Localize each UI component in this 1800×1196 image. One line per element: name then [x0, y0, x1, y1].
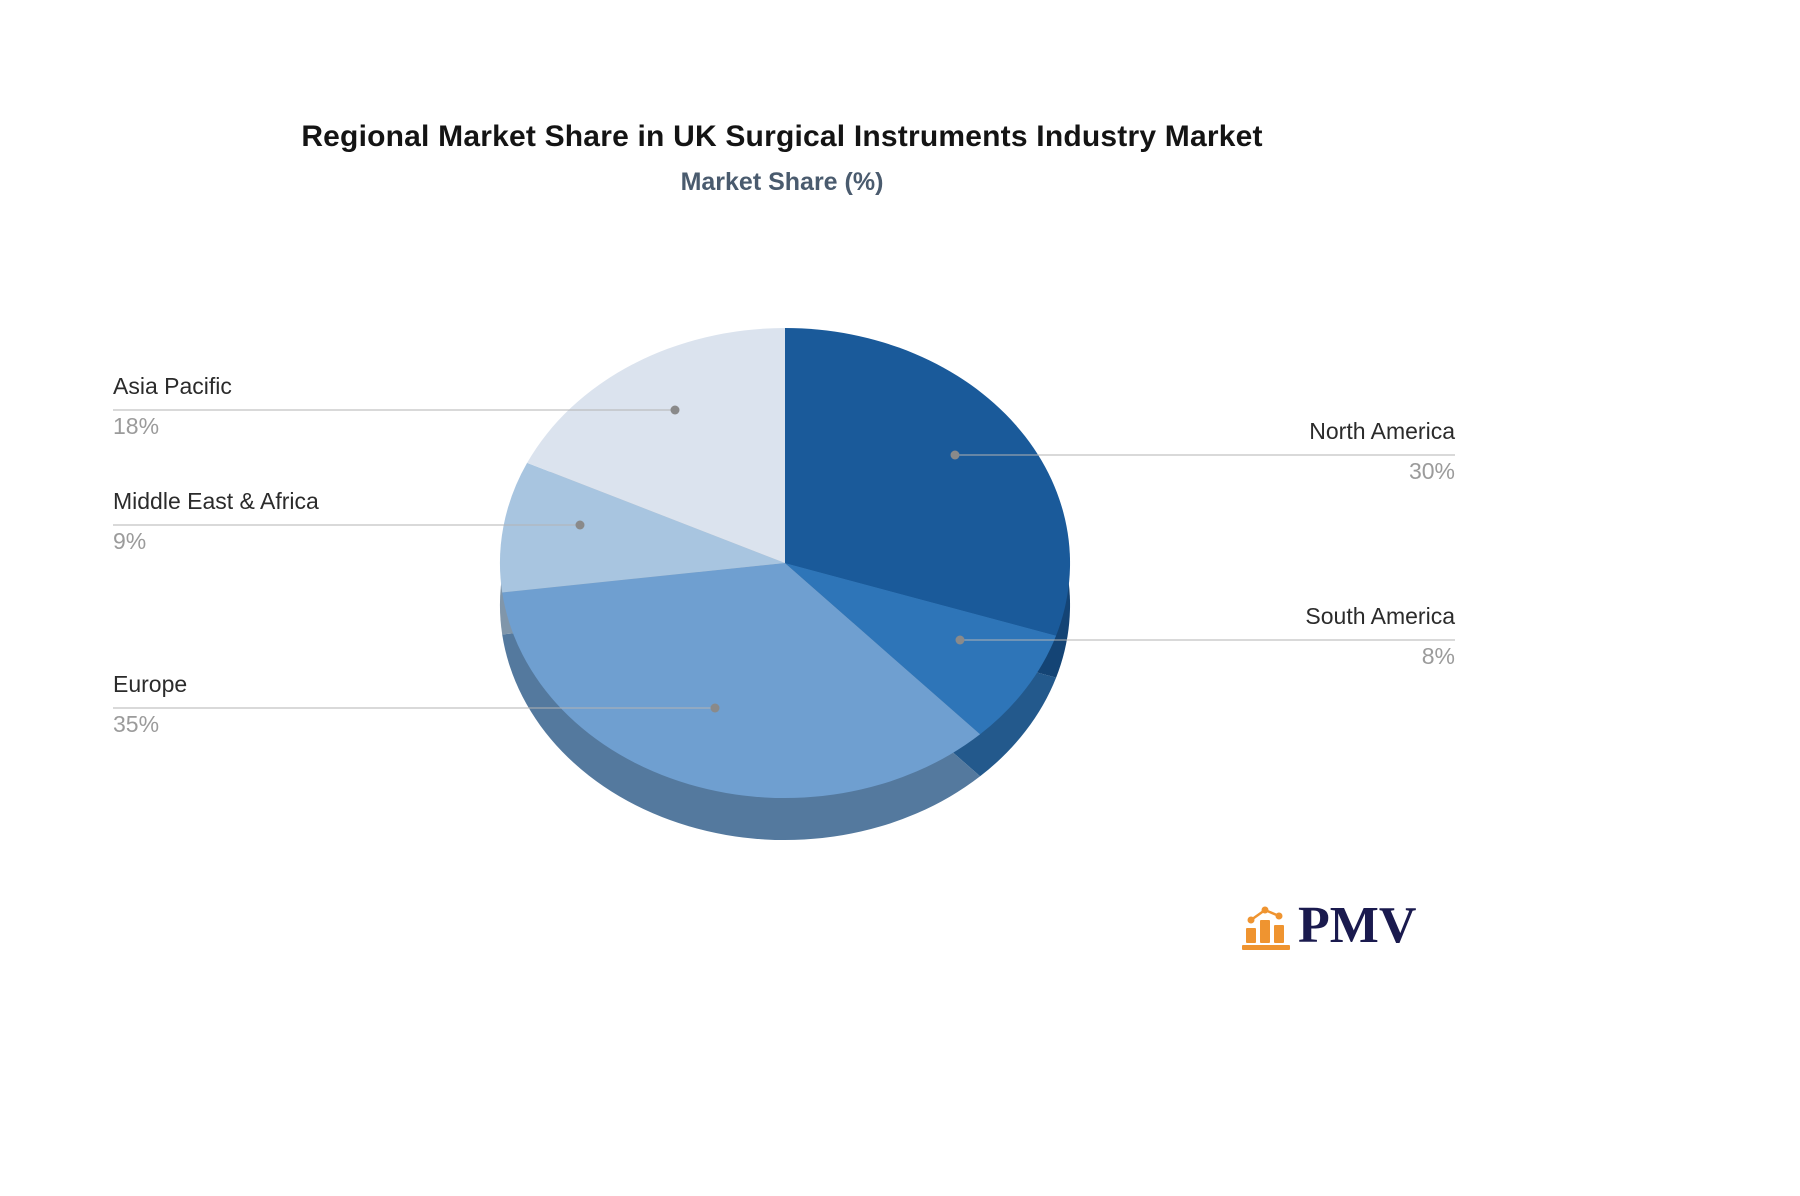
pie-slice-middle-east-africa [499, 462, 785, 593]
slice-label-value: 8% [1421, 643, 1455, 669]
pmv-logo-text: PMV [1298, 897, 1417, 954]
slice-label-value: 9% [113, 528, 147, 554]
pmv-logo-icon [1242, 906, 1290, 950]
slice-label-north-america: North America 30% [1309, 417, 1455, 485]
leader-dot-europe [710, 703, 720, 713]
slice-label-name: Europe [113, 671, 188, 697]
leader-dot-middle-east-africa [575, 520, 585, 530]
chart-title: Regional Market Share in UK Surgical Ins… [301, 120, 1263, 153]
pie-slice-north-america [785, 328, 1071, 636]
slice-label-name: South America [1305, 603, 1455, 629]
slice-label-name: Asia Pacific [113, 373, 232, 399]
slice-label-name: Middle East & Africa [113, 488, 319, 514]
slice-label-name: North America [1309, 418, 1455, 444]
leader-dot-north-america [950, 450, 960, 460]
slice-label-value: 18% [113, 413, 160, 439]
slice-label-value: 30% [1408, 458, 1455, 484]
slice-label-value: 35% [113, 711, 160, 737]
slice-label-europe: Europe 35% [113, 670, 187, 738]
pie-slice-europe [502, 563, 981, 799]
leader-dot-south-america [955, 635, 965, 645]
slice-label-asia-pacific: Asia Pacific 18% [113, 372, 232, 440]
pie-slice-south-america [785, 563, 1057, 735]
leader-dot-asia-pacific [670, 405, 680, 415]
pmv-logo: PMV [1238, 896, 1416, 956]
slice-label-south-america: South America 8% [1305, 602, 1455, 670]
chart-subtitle: Market Share (%) [680, 168, 884, 196]
slice-label-middle-east-africa: Middle East & Africa 9% [113, 487, 319, 555]
pie-slice-asia-pacific [527, 328, 785, 563]
